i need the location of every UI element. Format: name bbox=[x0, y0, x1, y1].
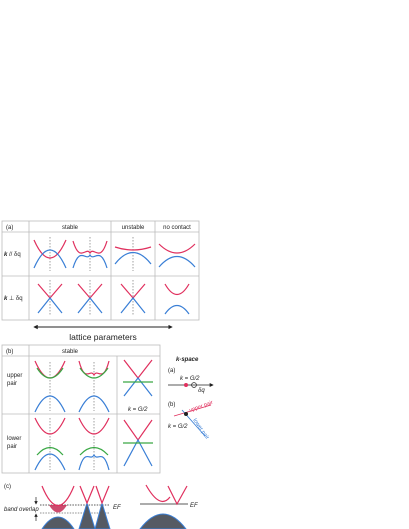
panel-a-frame bbox=[1, 220, 200, 321]
band-conduction bbox=[34, 417, 66, 435]
kspace-label-g2-a: k = G/2 bbox=[180, 376, 200, 382]
ef-label-right: EF bbox=[190, 503, 198, 509]
band-conduction bbox=[79, 485, 95, 505]
band-middle bbox=[79, 446, 109, 456]
band-overlap-label: band overlap bbox=[4, 507, 39, 513]
panel-b: (b) stable upper pair lower pair k = G/2 bbox=[1, 344, 161, 474]
band-valence bbox=[78, 453, 110, 471]
valence-dome-right bbox=[139, 513, 187, 529]
band-valence bbox=[120, 297, 146, 314]
kspace-sub-a: (a) bbox=[168, 368, 175, 374]
panel-a-tag: (a) bbox=[6, 225, 13, 231]
kspace-label-g2-b: k = G/2 bbox=[168, 424, 188, 430]
kspace-lower-pair-label: lower pair bbox=[191, 418, 210, 441]
panel-a: (a) stable unstable no contact k // δq k… bbox=[1, 220, 200, 321]
lattice-parameters-label: lattice parameters bbox=[69, 332, 137, 342]
row-label-parallel: k // δq bbox=[4, 252, 21, 258]
band-conduction bbox=[72, 240, 108, 255]
panel-c-tag: (c) bbox=[4, 484, 11, 490]
band-conduction bbox=[158, 243, 196, 254]
band-conduction bbox=[123, 419, 153, 442]
band-conduction bbox=[95, 485, 110, 505]
panel-b-frame bbox=[1, 344, 161, 474]
kspace-inset: k-space (a) k = G/2 δq (b) upper pair lo… bbox=[168, 357, 214, 441]
kspace-upper-pair-label: upper pair bbox=[189, 400, 214, 414]
band-conduction bbox=[164, 283, 190, 296]
band-valence bbox=[78, 395, 110, 413]
row-label-lower-pair: pair bbox=[7, 444, 17, 450]
kspace-line-upper bbox=[173, 404, 212, 417]
kspace-title: k-space bbox=[176, 357, 199, 363]
band-conduction bbox=[145, 484, 171, 503]
col-header-unstable: unstable bbox=[122, 225, 145, 231]
col-header-stable-b: stable bbox=[62, 349, 79, 355]
panel-c: (c) band overlap EF EF bbox=[4, 484, 198, 529]
band-middle bbox=[79, 367, 109, 379]
band-conduction bbox=[123, 359, 153, 379]
valence-hole-pocket-1 bbox=[41, 516, 75, 529]
panel-b-tag: (b) bbox=[6, 349, 13, 355]
band-valence bbox=[37, 297, 63, 314]
band-conduction bbox=[41, 485, 75, 506]
band-valence bbox=[77, 297, 103, 314]
band-valence bbox=[72, 253, 108, 269]
kspace-sub-b: (b) bbox=[168, 402, 175, 408]
row-label-perpendicular: k ⊥ δq bbox=[4, 295, 23, 302]
col-header-stable: stable bbox=[62, 225, 79, 231]
band-valence bbox=[34, 395, 66, 413]
band-valence bbox=[114, 251, 152, 265]
band-middle bbox=[36, 446, 64, 456]
row-label-upper-pair: pair bbox=[7, 381, 17, 387]
band-valence bbox=[164, 304, 190, 315]
band-conduction bbox=[33, 239, 67, 259]
band-middle bbox=[36, 367, 64, 379]
col-header-no-contact: no contact bbox=[163, 225, 191, 231]
row-label-lower: lower bbox=[7, 436, 21, 442]
band-conduction bbox=[78, 417, 110, 435]
kspace-point-a bbox=[184, 383, 188, 387]
cell-label-g2: k = G/2 bbox=[128, 407, 148, 413]
valence-hole-pocket-2 bbox=[78, 501, 96, 529]
kspace-dq-label: δq bbox=[198, 388, 205, 394]
band-valence bbox=[123, 377, 153, 397]
band-conduction bbox=[167, 485, 188, 506]
kspace-circle-a bbox=[191, 382, 197, 388]
electron-pocket-fill bbox=[49, 505, 67, 513]
band-valence bbox=[34, 453, 66, 471]
band-valence bbox=[158, 255, 196, 268]
band-valence bbox=[33, 249, 67, 269]
band-valence bbox=[123, 438, 153, 467]
band-conduction bbox=[114, 246, 152, 251]
ef-label-left: EF bbox=[113, 505, 121, 511]
valence-hole-pocket-3 bbox=[94, 501, 111, 529]
kspace-point-b bbox=[184, 412, 188, 416]
row-label-upper: upper bbox=[7, 373, 22, 379]
